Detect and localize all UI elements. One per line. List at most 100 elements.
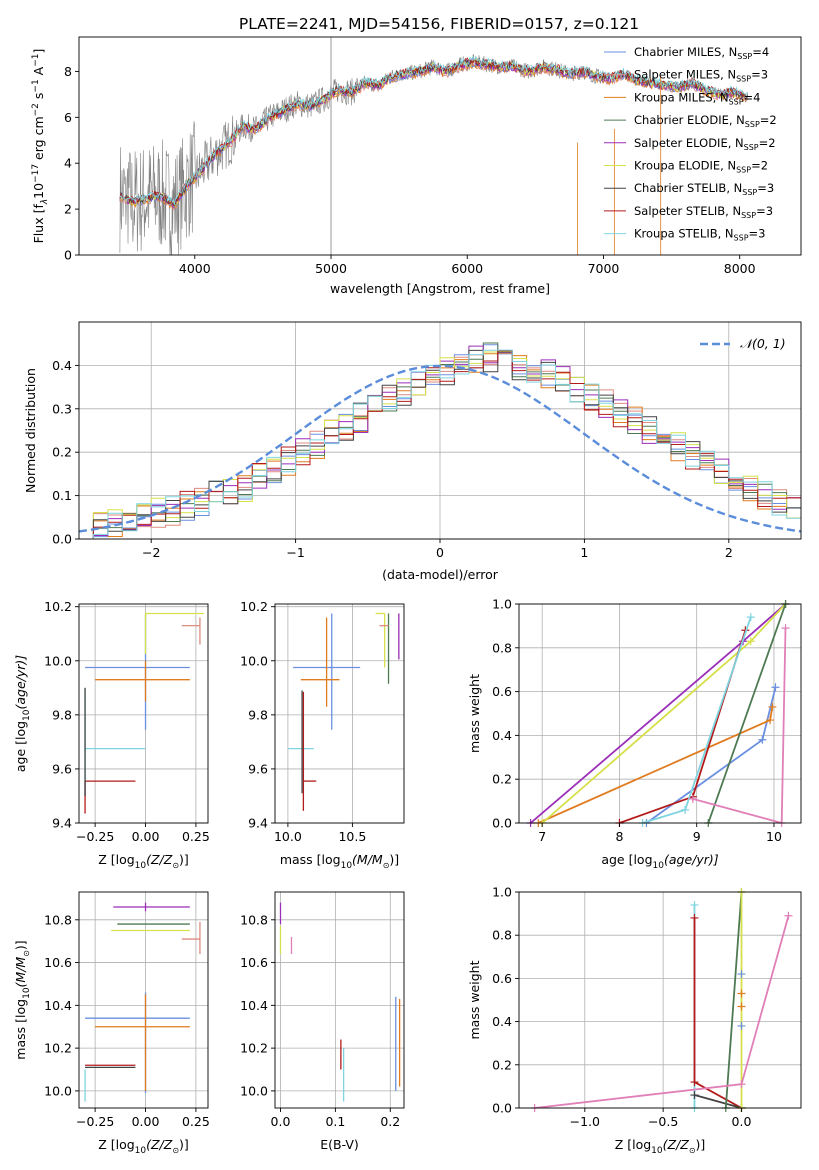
weight-line-chabrier-elodie xyxy=(707,604,787,823)
legend-entry: Kroupa STELIB, NSSP=3 xyxy=(634,227,765,243)
x-tick-label: 2 xyxy=(725,545,733,560)
y-tick-label: 10.0 xyxy=(44,653,72,668)
axes-frame xyxy=(78,891,209,1109)
axes-frame xyxy=(78,603,209,824)
x-tick-label: 10 xyxy=(766,829,782,844)
weight-marker-chabrier-miles xyxy=(737,1021,746,1030)
x-tick-label: −0.5 xyxy=(648,1114,678,1129)
x-tick-label: 0.00 xyxy=(132,1114,160,1129)
legend-entry: 𝒩(0, 1) xyxy=(740,336,786,351)
x-tick-label: −1.0 xyxy=(570,1114,600,1129)
weight-line-salpeter-stelib xyxy=(619,630,747,823)
x-axis-label: wavelength [Angstrom, rest frame] xyxy=(330,281,550,296)
x-tick-label: 0.0 xyxy=(271,1114,291,1129)
y-tick-label: 0.2 xyxy=(492,772,512,787)
figure-title: PLATE=2241, MJD=54156, FIBERID=0157, z=0… xyxy=(239,15,639,33)
age-vs-mass-panel: 10.0 10.5 9.4 9.6 9.8 10.0 10.2 mass [log10(M/M… xyxy=(240,599,405,871)
legend-entry: Chabrier MILES, NSSP=4 xyxy=(634,45,769,61)
axes-frame xyxy=(78,36,802,256)
weight-line-pink-marker xyxy=(688,794,697,803)
weight-line-chabrier-miles-marker xyxy=(771,683,780,692)
weight-line-pink xyxy=(692,628,787,823)
weight-line-kroupa-miles-marker xyxy=(768,702,777,711)
spectrum-model-kroupa-elodie xyxy=(119,58,748,207)
histogram-kroupa-elodie xyxy=(79,351,801,539)
spectrum-model-kroupa-stelib xyxy=(119,55,748,206)
y-tick-label: 10.0 xyxy=(44,1083,72,1098)
weight-line-pink xyxy=(534,915,790,1108)
x-tick-label: 0.1 xyxy=(325,1114,345,1129)
y-tick-label: 10.2 xyxy=(44,599,72,614)
y-tick-label: 0.2 xyxy=(52,445,72,460)
legend-entry: Salpeter STELIB, NSSP=3 xyxy=(634,204,773,220)
y-tick-label: 10.2 xyxy=(240,599,268,614)
y-tick-label: 8 xyxy=(64,64,72,79)
weight-line-salpeter-stelib-marker xyxy=(690,1078,699,1087)
y-axis-label: mass weight xyxy=(467,674,482,753)
y-tick-label: 9.8 xyxy=(248,707,268,722)
y-axis-label: Normed distribution xyxy=(23,368,38,493)
axes-frame xyxy=(518,603,802,824)
legend-entry: Chabrier ELODIE, NSSP=2 xyxy=(634,113,777,129)
x-tick-label: 0.25 xyxy=(182,1114,210,1129)
y-tick-label: 10.0 xyxy=(240,653,268,668)
x-tick-label: −2 xyxy=(142,545,160,560)
x-tick-label: 8000 xyxy=(724,261,756,276)
weight-line-kroupa-stelib-marker xyxy=(746,613,755,622)
x-tick-label: −0.25 xyxy=(76,1114,114,1129)
weight-line-salpeter-stelib xyxy=(693,917,742,1108)
x-axis-label: mass [log10(M/M⊙)] xyxy=(280,852,399,871)
x-tick-label: 0.0 xyxy=(732,1114,752,1129)
weight-line-chabrier-miles-marker xyxy=(758,735,767,744)
legend-entry: Kroupa ELODIE, NSSP=2 xyxy=(634,159,768,175)
legend-entry: Chabrier STELIB, NSSP=3 xyxy=(634,181,774,197)
y-tick-label: 10.2 xyxy=(44,1041,72,1056)
x-tick-label: 10.0 xyxy=(274,829,302,844)
y-tick-label: 0.0 xyxy=(492,1101,512,1116)
weight-line-kroupa-miles-marker xyxy=(766,716,775,725)
residuals-panel: −2 −1 0 1 2 0.0 0.1 0.2 0.3 0.4 (data-model)/error… xyxy=(23,321,802,582)
y-tick-label: 0.1 xyxy=(52,488,72,503)
y-tick-label: 0.2 xyxy=(492,1057,512,1072)
y-axis-label: age [log10(age/yr)] xyxy=(13,655,32,772)
histogram-kroupa-stelib xyxy=(79,349,801,539)
x-tick-label: 5000 xyxy=(315,261,347,276)
y-tick-label: 1.0 xyxy=(492,597,512,612)
y-tick-label: 4 xyxy=(64,156,72,171)
weight-line-pink-marker xyxy=(784,911,793,920)
mass-vs-Z-panel: −0.25 0.00 0.25 10.0 10.2 10.4 10.6 10.8 Z [log1… xyxy=(13,891,210,1156)
x-tick-label: 4000 xyxy=(179,261,211,276)
y-tick-label: 0.3 xyxy=(52,401,72,416)
y-tick-label: 0.4 xyxy=(52,358,72,373)
y-tick-label: 10.8 xyxy=(44,912,72,927)
y-tick-label: 10.2 xyxy=(240,1041,268,1056)
y-tick-label: 10.8 xyxy=(240,912,268,927)
weight-marker-kroupa-miles xyxy=(737,1002,746,1011)
y-tick-label: 0 xyxy=(64,248,72,263)
y-tick-label: 0.6 xyxy=(492,971,512,986)
y-tick-label: 9.6 xyxy=(248,761,268,776)
weight-line-salpeter-stelib-marker xyxy=(690,913,699,922)
x-tick-label: 6000 xyxy=(451,261,483,276)
y-tick-label: 0.4 xyxy=(492,728,512,743)
y-tick-label: 1.0 xyxy=(492,885,512,900)
weight-line-chabrier-stelib xyxy=(694,1094,742,1108)
y-tick-label: 10.4 xyxy=(240,998,268,1013)
mass-vs-ebv-panel: 0.0 0.1 0.2 10.0 10.2 10.4 10.6 10.8 E(B-V) xyxy=(240,891,405,1152)
y-axis-label: mass [log10(M/M⊙)] xyxy=(13,940,32,1059)
x-tick-label: 10.5 xyxy=(338,829,366,844)
x-tick-label: 8 xyxy=(615,829,623,844)
axes-frame xyxy=(274,891,405,1109)
x-axis-label: E(B-V) xyxy=(320,1137,359,1152)
axes-frame xyxy=(518,891,802,1109)
y-tick-label: 9.4 xyxy=(248,816,268,831)
y-tick-label: 0.4 xyxy=(492,1014,512,1029)
y-tick-label: 9.4 xyxy=(52,816,72,831)
x-tick-label: 0.25 xyxy=(182,829,210,844)
x-tick-label: 7 xyxy=(538,829,546,844)
y-axis-label: Flux [fλ10−17 erg cm−2 s−1 A−1] xyxy=(31,49,50,244)
x-tick-label: 9 xyxy=(693,829,701,844)
y-tick-label: 2 xyxy=(64,202,72,217)
legend-entry: Salpeter ELODIE, NSSP=2 xyxy=(634,136,776,152)
weight-marker-chabrier-miles xyxy=(737,970,746,979)
